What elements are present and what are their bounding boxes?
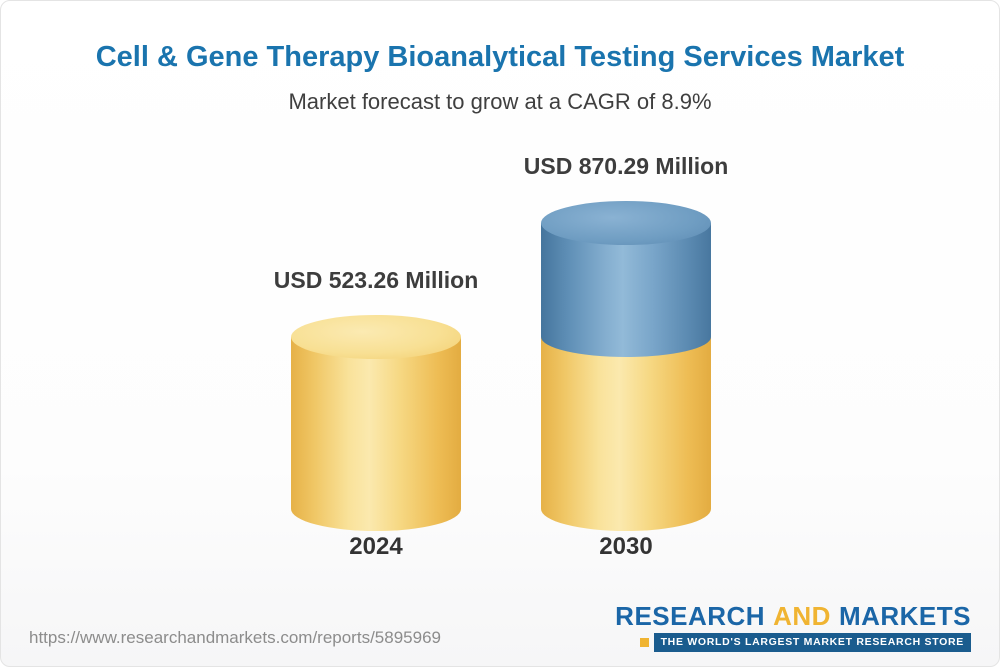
research-and-markets-logo: RESEARCH AND MARKETS THE WORLD'S LARGEST… [615,603,971,652]
bar-2030-base-segment [541,337,711,531]
chart-title: Cell & Gene Therapy Bioanalytical Testin… [95,41,905,73]
logo-word-markets: MARKETS [838,601,971,632]
bar-2030 [541,201,711,531]
category-label-2024: 2024 [349,533,403,560]
logo-tagline-text: THE WORLD'S LARGEST MARKET RESEARCH STOR… [653,633,971,652]
logo-tagline: THE WORLD'S LARGEST MARKET RESEARCH STOR… [639,633,971,652]
category-label-2030: 2030 [599,533,653,560]
logo-wordmark: RESEARCH AND MARKETS [615,603,971,629]
bar-2024-body [291,337,461,531]
value-label-2024: USD 523.26 Million [273,267,479,293]
logo-square-icon [639,638,649,648]
chart-subtitle: Market forecast to grow at a CAGR of 8.9… [288,89,712,114]
value-label-2030: USD 870.29 Million [523,153,729,179]
bar-2030-growth-segment [541,223,711,357]
bar-2024 [291,315,461,531]
logo-word-research: RESEARCH [615,601,766,632]
bar-2024-top-ellipse [291,315,461,359]
logo-word-and: AND [773,601,831,632]
source-url[interactable]: https://www.researchandmarkets.com/repor… [29,628,441,647]
bar-2030-top-ellipse [541,201,711,245]
